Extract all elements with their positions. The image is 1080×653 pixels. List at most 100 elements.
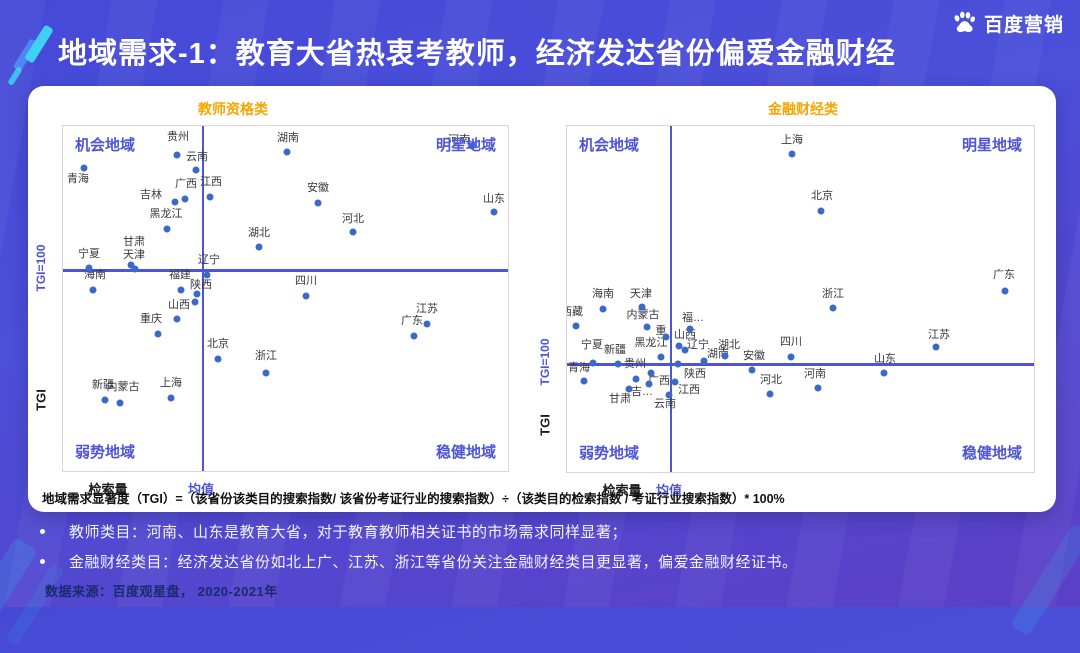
scatter-point-四川	[302, 292, 310, 300]
scatter-label: 山东	[874, 353, 896, 365]
scatter-point-甘肃	[127, 261, 135, 269]
scatter-point-内蒙古	[116, 399, 124, 407]
x-axis-label: 检索量	[88, 482, 128, 497]
scatter-point-安徽	[314, 199, 322, 207]
scatter-point-重庆	[173, 315, 181, 323]
scatter-label: 山西	[168, 299, 190, 311]
quadrant-label-star: 明星地域	[435, 137, 496, 154]
scatter-label: 甘肃	[609, 393, 631, 405]
scatter-label: 重庆	[140, 313, 162, 325]
scatter-point-湖北	[255, 243, 263, 251]
scatter-point-安徽	[748, 366, 756, 374]
bullet-item-finance: 金融财经类目：经济发达省份如北上广、江苏、浙江等省份关注金融财经类目更显著，偏爱…	[40, 551, 798, 572]
mean-vertical-line	[202, 126, 204, 471]
scatter-label: 宁夏	[581, 339, 603, 351]
scatter-label: 河南	[448, 134, 470, 146]
quadrant-label-weak: 弱势地域	[579, 445, 640, 462]
scatter-point-陕西	[674, 360, 682, 368]
scatter-label: 海南	[84, 269, 106, 281]
scatter-point-辽宁	[681, 346, 689, 354]
scatter-label: 江苏	[928, 329, 950, 341]
scatter-label: 河南	[804, 368, 826, 380]
scatter-point-天津	[131, 265, 139, 273]
scatter-label: 西藏	[567, 306, 583, 318]
logo-text: 百度营销	[983, 14, 1064, 36]
scatter-label: 辽宁	[198, 254, 220, 266]
scatter-label: 安徽	[307, 182, 329, 194]
scatter-point-广东	[1001, 287, 1009, 295]
scatter-label: 青海	[67, 173, 89, 185]
scatter-point-四川	[787, 353, 795, 361]
scatter-point-北京	[214, 355, 222, 363]
scatter-point-上海	[167, 394, 175, 402]
plot-area: 机会地域 明星地域 弱势地域 稳健地域 贵州 云南 青海 吉林 广西 江西 黑龙江 湖南 河南安…	[62, 125, 509, 472]
scatter-point-吉…	[645, 380, 653, 388]
mean-vertical-line	[670, 126, 672, 472]
scatter-label: 河北	[760, 374, 782, 386]
content-card: 教师资格类 机会地域 明星地域 弱势地域 稳健地域 贵州 云南 青海 吉林 广西 江西 黑龙…	[28, 86, 1056, 512]
scatter-point-黑龙江	[163, 225, 171, 233]
scatter-point-广西	[647, 369, 655, 377]
scatter-label: 湖北	[248, 227, 270, 239]
double-slash-icon	[7, 22, 60, 87]
scatter-label: 北京	[811, 190, 833, 202]
scatter-point-广东	[410, 332, 418, 340]
data-source: 数据来源：百度观星盘， 2020-2021年	[45, 584, 278, 599]
scatter-point-山西	[675, 342, 683, 350]
tgi-formula: 地域需求显著度（TGI）=（该省份该类目的搜索指数/ 该省份考证行业的搜索指数）…	[42, 492, 785, 506]
scatter-label: 云南	[654, 398, 676, 410]
scatter-label: 吉林	[140, 189, 162, 201]
x-mean-label: 均值	[187, 482, 215, 497]
y-reference-label: TGI=100	[538, 338, 552, 386]
scatter-point-北京	[817, 207, 825, 215]
scatter-point-江西	[206, 193, 214, 201]
bullet-text: 教师类目：河南、山东是教育大省，对于教育教师相关证书的市场需求同样显著；	[69, 524, 628, 541]
scatter-point-甘肃	[625, 385, 633, 393]
baidu-marketing-logo: 百度营销	[950, 9, 1064, 37]
scatter-point-福…	[686, 325, 694, 333]
quadrant-label-weak: 弱势地域	[75, 444, 136, 461]
bullet-item-teacher: 教师类目：河南、山东是教育大省，对于教育教师相关证书的市场需求同样显著；	[40, 521, 798, 542]
scatter-label: 上海	[781, 134, 803, 146]
scatter-label: 福建	[169, 269, 191, 281]
scatter-label: 黑龙江	[634, 337, 668, 349]
scatter-point-浙江	[262, 369, 270, 377]
scatter-label: 浙江	[822, 288, 844, 300]
x-axis-label: 检索量	[602, 483, 642, 498]
scatter-chart-finance: 金融财经类 机会地域 明星地域 弱势地域 稳健地域 上海北京广东浙江海南天津西藏…	[28, 86, 1056, 512]
scatter-label: 广西	[175, 178, 197, 190]
scatter-label: 山东	[483, 193, 505, 205]
scatter-label: 重	[655, 325, 667, 337]
scatter-label: 天津	[630, 288, 652, 300]
scatter-point-湖南	[283, 148, 291, 156]
scatter-point-西藏	[572, 322, 580, 330]
scatter-label: 浙江	[255, 350, 277, 362]
scatter-point-上海	[788, 150, 796, 158]
scatter-label: 广西	[648, 375, 670, 387]
scatter-point-云南	[665, 391, 673, 399]
scatter-label: 天津	[123, 249, 145, 261]
scatter-label: 内蒙古	[106, 381, 140, 393]
scatter-point-海南	[89, 286, 97, 294]
scatter-point-青海	[80, 164, 88, 172]
scatter-point-河北	[766, 390, 774, 398]
scatter-label: 内蒙古	[626, 309, 660, 321]
scatter-point-吉林	[171, 198, 179, 206]
baidu-paw-icon	[954, 11, 975, 33]
scatter-label: 黑龙江	[149, 208, 183, 220]
scatter-point-河南	[814, 384, 822, 392]
bullet-text: 金融财经类目：经济发达省份如北上广、江苏、浙江等省份关注金融财经类目更显著，偏爱…	[69, 554, 798, 571]
scatter-point-海南	[599, 305, 607, 313]
scatter-point-山西	[191, 298, 199, 306]
quadrant-label-steady: 稳健地域	[435, 444, 496, 461]
scatter-point-湖北	[721, 352, 729, 360]
scatter-label: 云南	[186, 151, 208, 163]
scatter-point-青海	[580, 377, 588, 385]
scatter-point-江西	[671, 378, 679, 386]
scatter-label: 上海	[160, 377, 182, 389]
scatter-point-广西	[181, 195, 189, 203]
chart-title: 教师资格类	[198, 101, 268, 117]
scatter-point-天津	[638, 303, 646, 311]
scatter-label: 河北	[342, 213, 364, 225]
scatter-point	[154, 330, 162, 338]
